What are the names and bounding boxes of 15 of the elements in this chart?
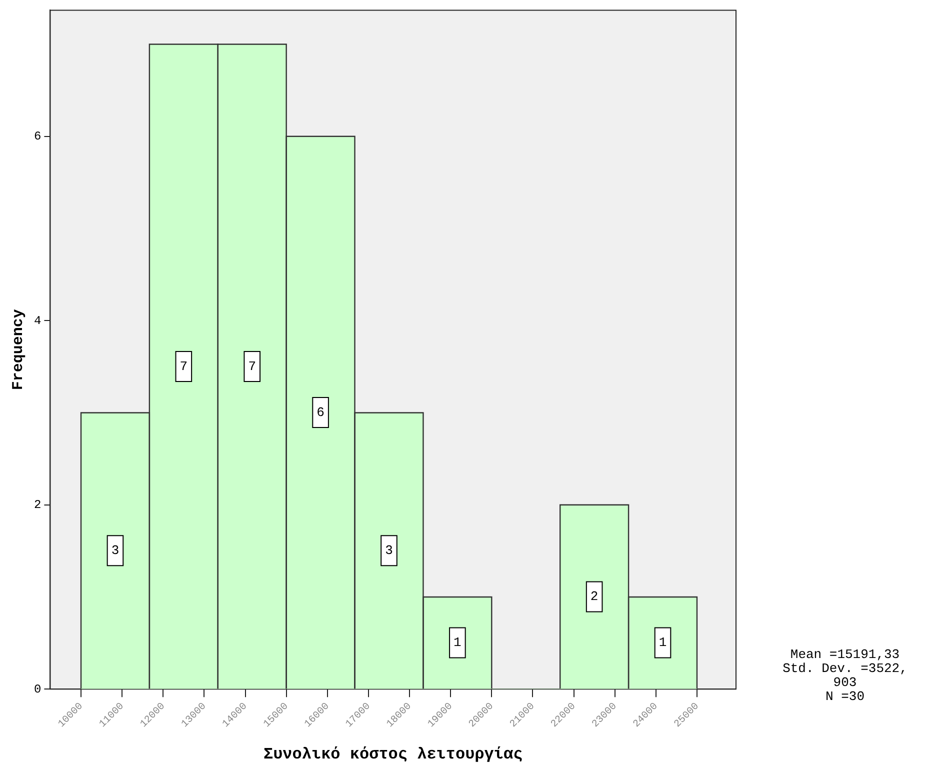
data-label: 1 [658,635,667,650]
data-label: 7 [248,358,256,374]
y-tick-label: 2 [34,498,42,512]
y-tick-label: 4 [34,314,42,328]
data-label: 7 [180,358,188,374]
text: Mean =15191,33 Std. Dev. =3522,903 N =30 [782,647,908,704]
y-axis-title: Frequency [10,309,27,390]
y-tick-label: 0 [34,682,42,696]
x-axis-title: Συνολικό κόστος λειτουργίας [263,745,523,764]
data-label: 2 [590,589,598,604]
data-label: 6 [316,404,324,420]
y-tick-label: 6 [34,130,42,144]
data-label: 3 [385,543,393,558]
data-label: 3 [111,543,120,558]
data-label: 1 [454,635,462,650]
